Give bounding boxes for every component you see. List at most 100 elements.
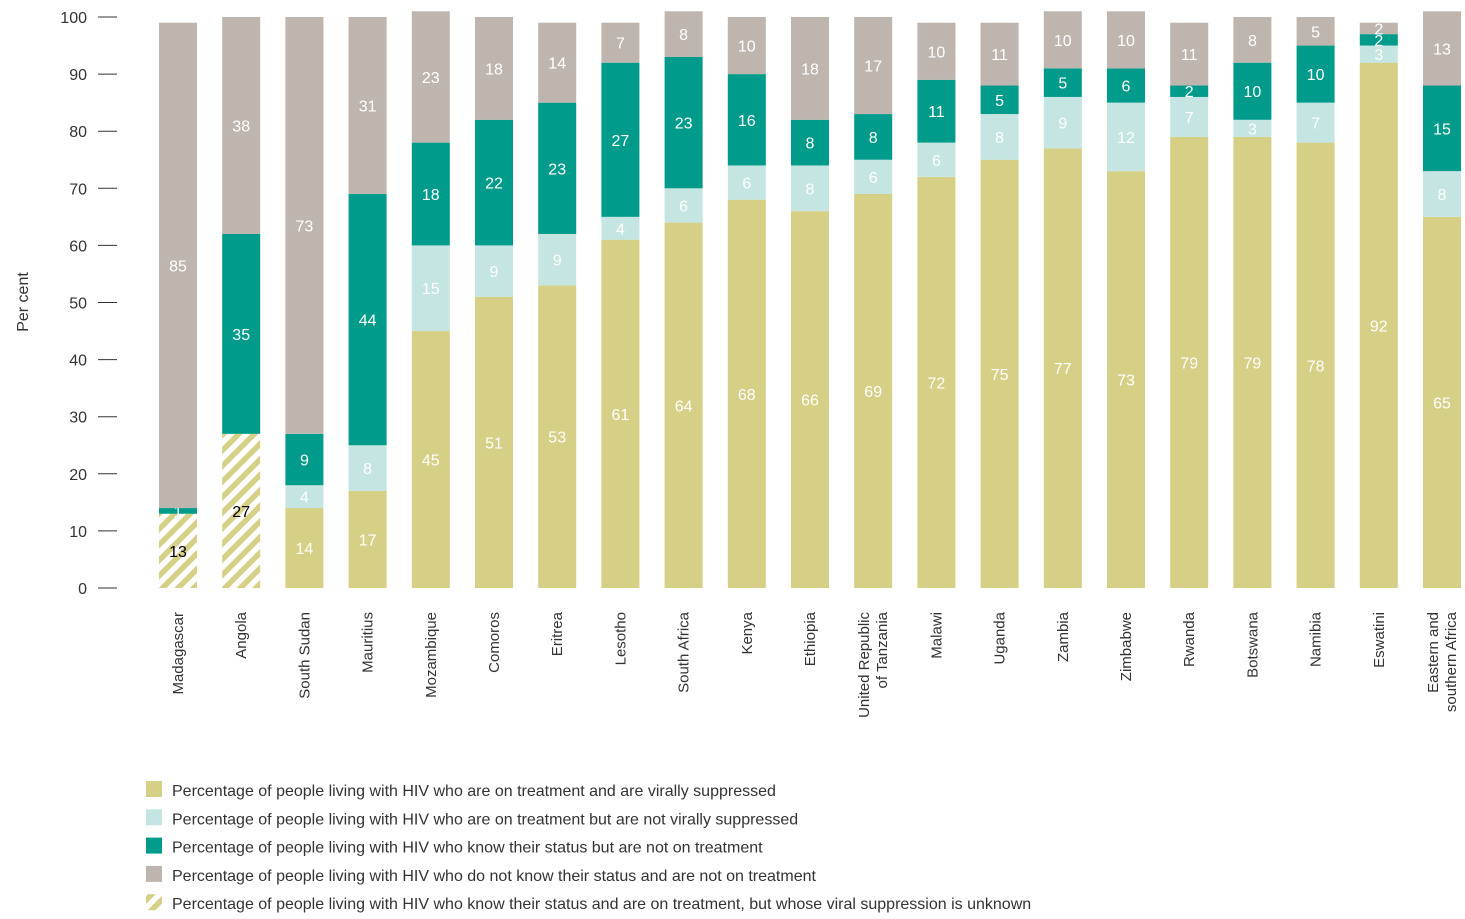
bar-segment-unaware	[348, 17, 387, 195]
data-label: 3	[1374, 47, 1383, 64]
y-tick-label: 10	[69, 524, 87, 541]
bar-segment-unaware	[411, 11, 450, 143]
bar-segment-unaware	[1107, 11, 1145, 69]
bar-segment-not_on_treatment	[1359, 34, 1398, 46]
bar-group: 66 8 8 18	[791, 17, 829, 588]
data-label: 79	[1180, 355, 1198, 372]
bar-segment-not_on_treatment	[727, 74, 766, 166]
bar-segment-not_suppressed	[348, 445, 387, 491]
bars: 1318527353814497317844314515182351922185…	[159, 11, 1461, 589]
bar-group: 14 4 9 73	[285, 17, 324, 588]
data-label: 11	[1181, 47, 1198, 64]
data-label: 10	[1244, 84, 1262, 101]
data-label: 8	[806, 181, 815, 198]
data-label: 7	[1185, 110, 1194, 127]
bar-segment-not_suppressed	[917, 142, 956, 177]
data-label: 9	[300, 453, 309, 470]
bar-group: 68 6 16 10	[727, 17, 766, 588]
data-label: 5	[1058, 76, 1067, 93]
y-axis-label: Per cent	[15, 272, 32, 332]
x-tick-label: Zambia	[1055, 611, 1072, 662]
legend-item: Percentage of people living with HIV who…	[146, 781, 776, 800]
data-label: 75	[991, 367, 1009, 384]
bar-segment-unaware	[917, 22, 956, 80]
data-label: 22	[485, 176, 503, 193]
bar-segment-not_on_treatment	[854, 114, 893, 160]
bar-segment-not_suppressed	[980, 114, 1019, 160]
data-label: 11	[991, 47, 1008, 64]
legend-swatch	[146, 894, 162, 911]
x-tick-label: Eswatini	[1371, 612, 1388, 668]
x-tick-label: Ethiopia	[802, 611, 819, 666]
data-label: 77	[1054, 361, 1072, 378]
bar-segment-unaware	[475, 17, 513, 120]
data-label: 6	[742, 176, 751, 193]
bar-segment-not_suppressed	[854, 159, 893, 195]
data-label: 73	[296, 218, 314, 235]
y-tick-label: 20	[69, 467, 87, 484]
data-label: 6	[932, 153, 941, 170]
bar-segment-not_on_treatment	[1423, 85, 1461, 172]
legend-label: Percentage of people living with HIV who…	[172, 811, 798, 828]
data-label: 6	[869, 170, 878, 187]
data-label: 10	[1307, 67, 1325, 84]
data-label: 23	[548, 161, 566, 178]
data-label: 44	[359, 313, 377, 330]
data-label: 23	[422, 70, 440, 87]
bar-segment-suppressed	[1233, 136, 1272, 588]
bar-segment-not_suppressed	[1233, 119, 1272, 137]
data-label: 79	[1244, 355, 1262, 372]
data-label: 61	[612, 407, 630, 424]
data-label: 35	[232, 327, 250, 344]
bar-segment-not_on_treatment	[538, 102, 577, 234]
data-label: 15	[1433, 121, 1451, 138]
bar-group: 65 8 15 13	[1423, 11, 1461, 588]
data-label: 2	[1374, 21, 1383, 38]
data-label: 14	[296, 541, 314, 558]
bar-group: 78 7 10 5	[1296, 17, 1335, 588]
legend-swatch	[146, 809, 162, 826]
bar-segment-not_on_treatment	[791, 119, 829, 166]
bar-segment-not_suppressed	[727, 165, 766, 200]
legend-swatch	[146, 781, 162, 797]
bar-segment-suppressed	[1107, 171, 1145, 589]
bar-segment-suppressed	[854, 194, 893, 588]
data-label: 1	[174, 504, 183, 521]
x-tick-label: South Africa	[676, 611, 693, 693]
data-label: 27	[612, 133, 630, 150]
data-label: 38	[232, 118, 250, 135]
bar-group: 61 4 27 7	[601, 22, 640, 588]
bar-group: 53 9 23 14	[538, 22, 577, 588]
bar-segment-unaware	[1296, 17, 1335, 46]
bar-segment-unaware	[854, 17, 893, 115]
bar-segment-not_suppressed	[1296, 102, 1335, 143]
data-label: 13	[1433, 41, 1451, 58]
x-tick-label: Mozambique	[423, 612, 440, 698]
bar-segment-suppressed	[475, 296, 513, 588]
bar-group: 73 12 6 10	[1107, 11, 1145, 589]
data-label: 18	[485, 61, 503, 78]
x-tick-label: Mauritius	[360, 612, 377, 673]
bar-segment-suppressed	[1296, 142, 1335, 588]
data-label: 18	[422, 187, 440, 204]
y-tick-label: 40	[69, 353, 87, 370]
data-label: 16	[738, 113, 756, 130]
bar-segment-not_suppressed	[1107, 102, 1145, 172]
bar-segment-not_on_treatment	[222, 233, 261, 434]
bar-group: 51 9 22 18	[475, 17, 513, 588]
data-label: 78	[1307, 358, 1325, 375]
data-label: 5	[1311, 24, 1320, 41]
bar-segment-not_on_treatment	[1296, 45, 1335, 103]
bar-segment-suppressed	[601, 239, 640, 588]
bar-segment-not_on_treatment	[411, 142, 450, 246]
data-label: 3	[1248, 121, 1257, 138]
y-tick-label: 0	[78, 581, 87, 598]
data-label: 85	[169, 258, 187, 275]
bar-segment-suppressed	[727, 199, 766, 588]
x-tick-label: Rwanda	[1181, 611, 1198, 667]
bar-group: 13 1 85	[159, 22, 197, 588]
data-label: 12	[1117, 130, 1135, 147]
x-tick-label: Madagascar	[170, 612, 187, 695]
bar-segment-suppressed	[980, 159, 1019, 588]
bar-segment-not_suppressed	[538, 233, 577, 286]
